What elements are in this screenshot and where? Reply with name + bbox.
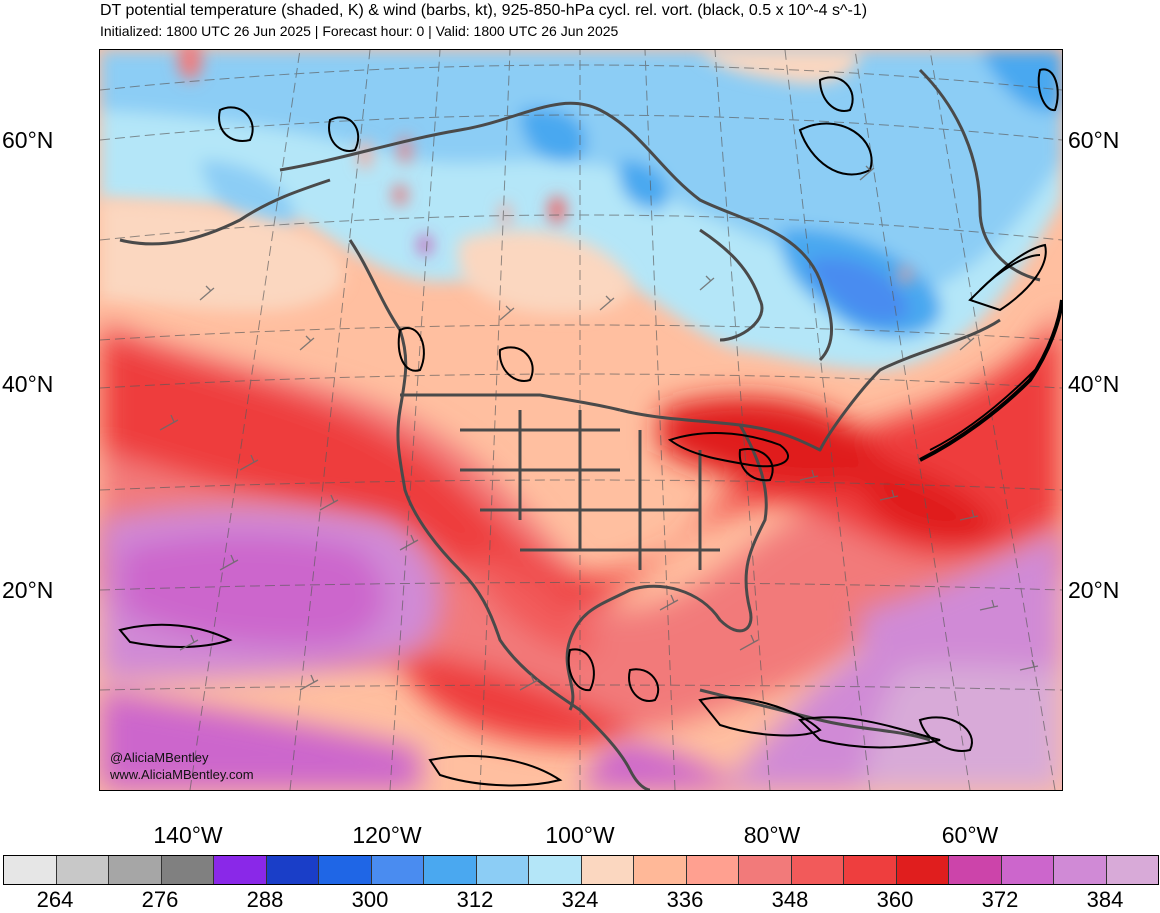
coastlines (119, 68, 1041, 790)
colorbar-label-300: 300 (351, 887, 389, 912)
lon-label-60w: 60°W (941, 822, 999, 848)
colorbar-swatch (109, 856, 162, 884)
colorbar-label-264: 264 (36, 887, 74, 912)
warm-patches-north (100, 50, 860, 314)
colorbar-swatch (266, 856, 319, 884)
colorbar-swatch (791, 856, 844, 884)
lon-label-120w: 120°W (352, 822, 422, 848)
colorbar-swatch (214, 856, 267, 884)
colorbar-swatch (634, 856, 687, 884)
colorbar-swatch (949, 856, 1002, 884)
colorbar-swatch (4, 856, 57, 884)
lon-label-140w: 140°W (153, 822, 223, 848)
colorbar-label-348: 348 (771, 887, 809, 912)
weather-map: @AliciaMBentley www.AliciaMBentley.com (99, 49, 1063, 791)
credit-website: www.AliciaMBentley.com (110, 767, 254, 782)
chart-subtitle: Initialized: 1800 UTC 26 Jun 2025 | Fore… (100, 23, 619, 39)
lat-label-right-20: 20°N (1068, 577, 1120, 603)
wind-barbs (159, 165, 1039, 691)
colorbar-label-384: 384 (1086, 887, 1124, 912)
colorbar-label-324: 324 (561, 887, 599, 912)
map-graphic (100, 50, 1062, 790)
lat-label-right-60: 60°N (1068, 127, 1120, 153)
colorbar-swatch (371, 856, 424, 884)
colorbar-label-336: 336 (666, 887, 704, 912)
colorbar-label-372: 372 (981, 887, 1019, 912)
colorbar-swatch (56, 856, 109, 884)
colorbar (3, 855, 1159, 885)
colorbar-swatch (319, 856, 372, 884)
lat-label-right-40: 40°N (1068, 371, 1120, 397)
colorbar-swatch (1054, 856, 1107, 884)
colorbar-label-276: 276 (141, 887, 179, 912)
lon-label-80w: 80°W (743, 822, 801, 848)
lon-label-100w: 100°W (545, 822, 615, 848)
colorbar-label-360: 360 (876, 887, 914, 912)
colorbar-swatch (476, 856, 529, 884)
credit-handle: @AliciaMBentley (110, 750, 209, 765)
lat-label-left-40: 40°N (2, 371, 54, 397)
tropical-air-mass (100, 505, 1062, 790)
colorbar-swatch (739, 856, 792, 884)
colorbar-swatch (1106, 856, 1158, 884)
colorbar-label-288: 288 (246, 887, 284, 912)
colorbar-swatch (161, 856, 214, 884)
colorbar-swatch (686, 856, 739, 884)
lat-label-left-60: 60°N (2, 127, 54, 153)
colorbar-label-312: 312 (456, 887, 494, 912)
chart-title: DT potential temperature (shaded, K) & w… (100, 2, 868, 19)
colorbar-swatch (1001, 856, 1054, 884)
lat-label-left-20: 20°N (2, 577, 54, 603)
colorbar-swatch (581, 856, 634, 884)
cold-air-mass (100, 50, 1062, 370)
colorbar-swatch (529, 856, 582, 884)
colorbar-swatch (896, 856, 949, 884)
isolated-warm-spots (178, 50, 911, 283)
colorbar-swatch (424, 856, 477, 884)
colorbar-swatch (844, 856, 897, 884)
vorticity-contours (118, 68, 1062, 787)
